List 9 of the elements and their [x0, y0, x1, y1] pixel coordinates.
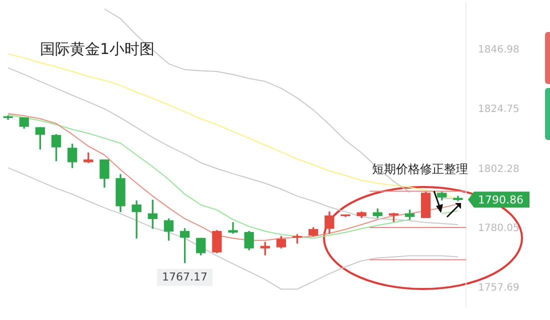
y-tick-label: 1757.69	[478, 282, 520, 294]
text: 1790.86	[478, 194, 524, 206]
annotation: 短期价格修正整理	[372, 161, 468, 178]
y-tick-label: 1802.28	[478, 164, 520, 175]
y-tick-label: 1846.98	[478, 44, 520, 56]
y-tick-label: 1824.75	[478, 104, 520, 115]
text: 国际黄金1小时图	[40, 40, 155, 59]
y-tick-label: 1780.05	[478, 223, 520, 234]
annotation: 1767.17	[162, 270, 208, 284]
